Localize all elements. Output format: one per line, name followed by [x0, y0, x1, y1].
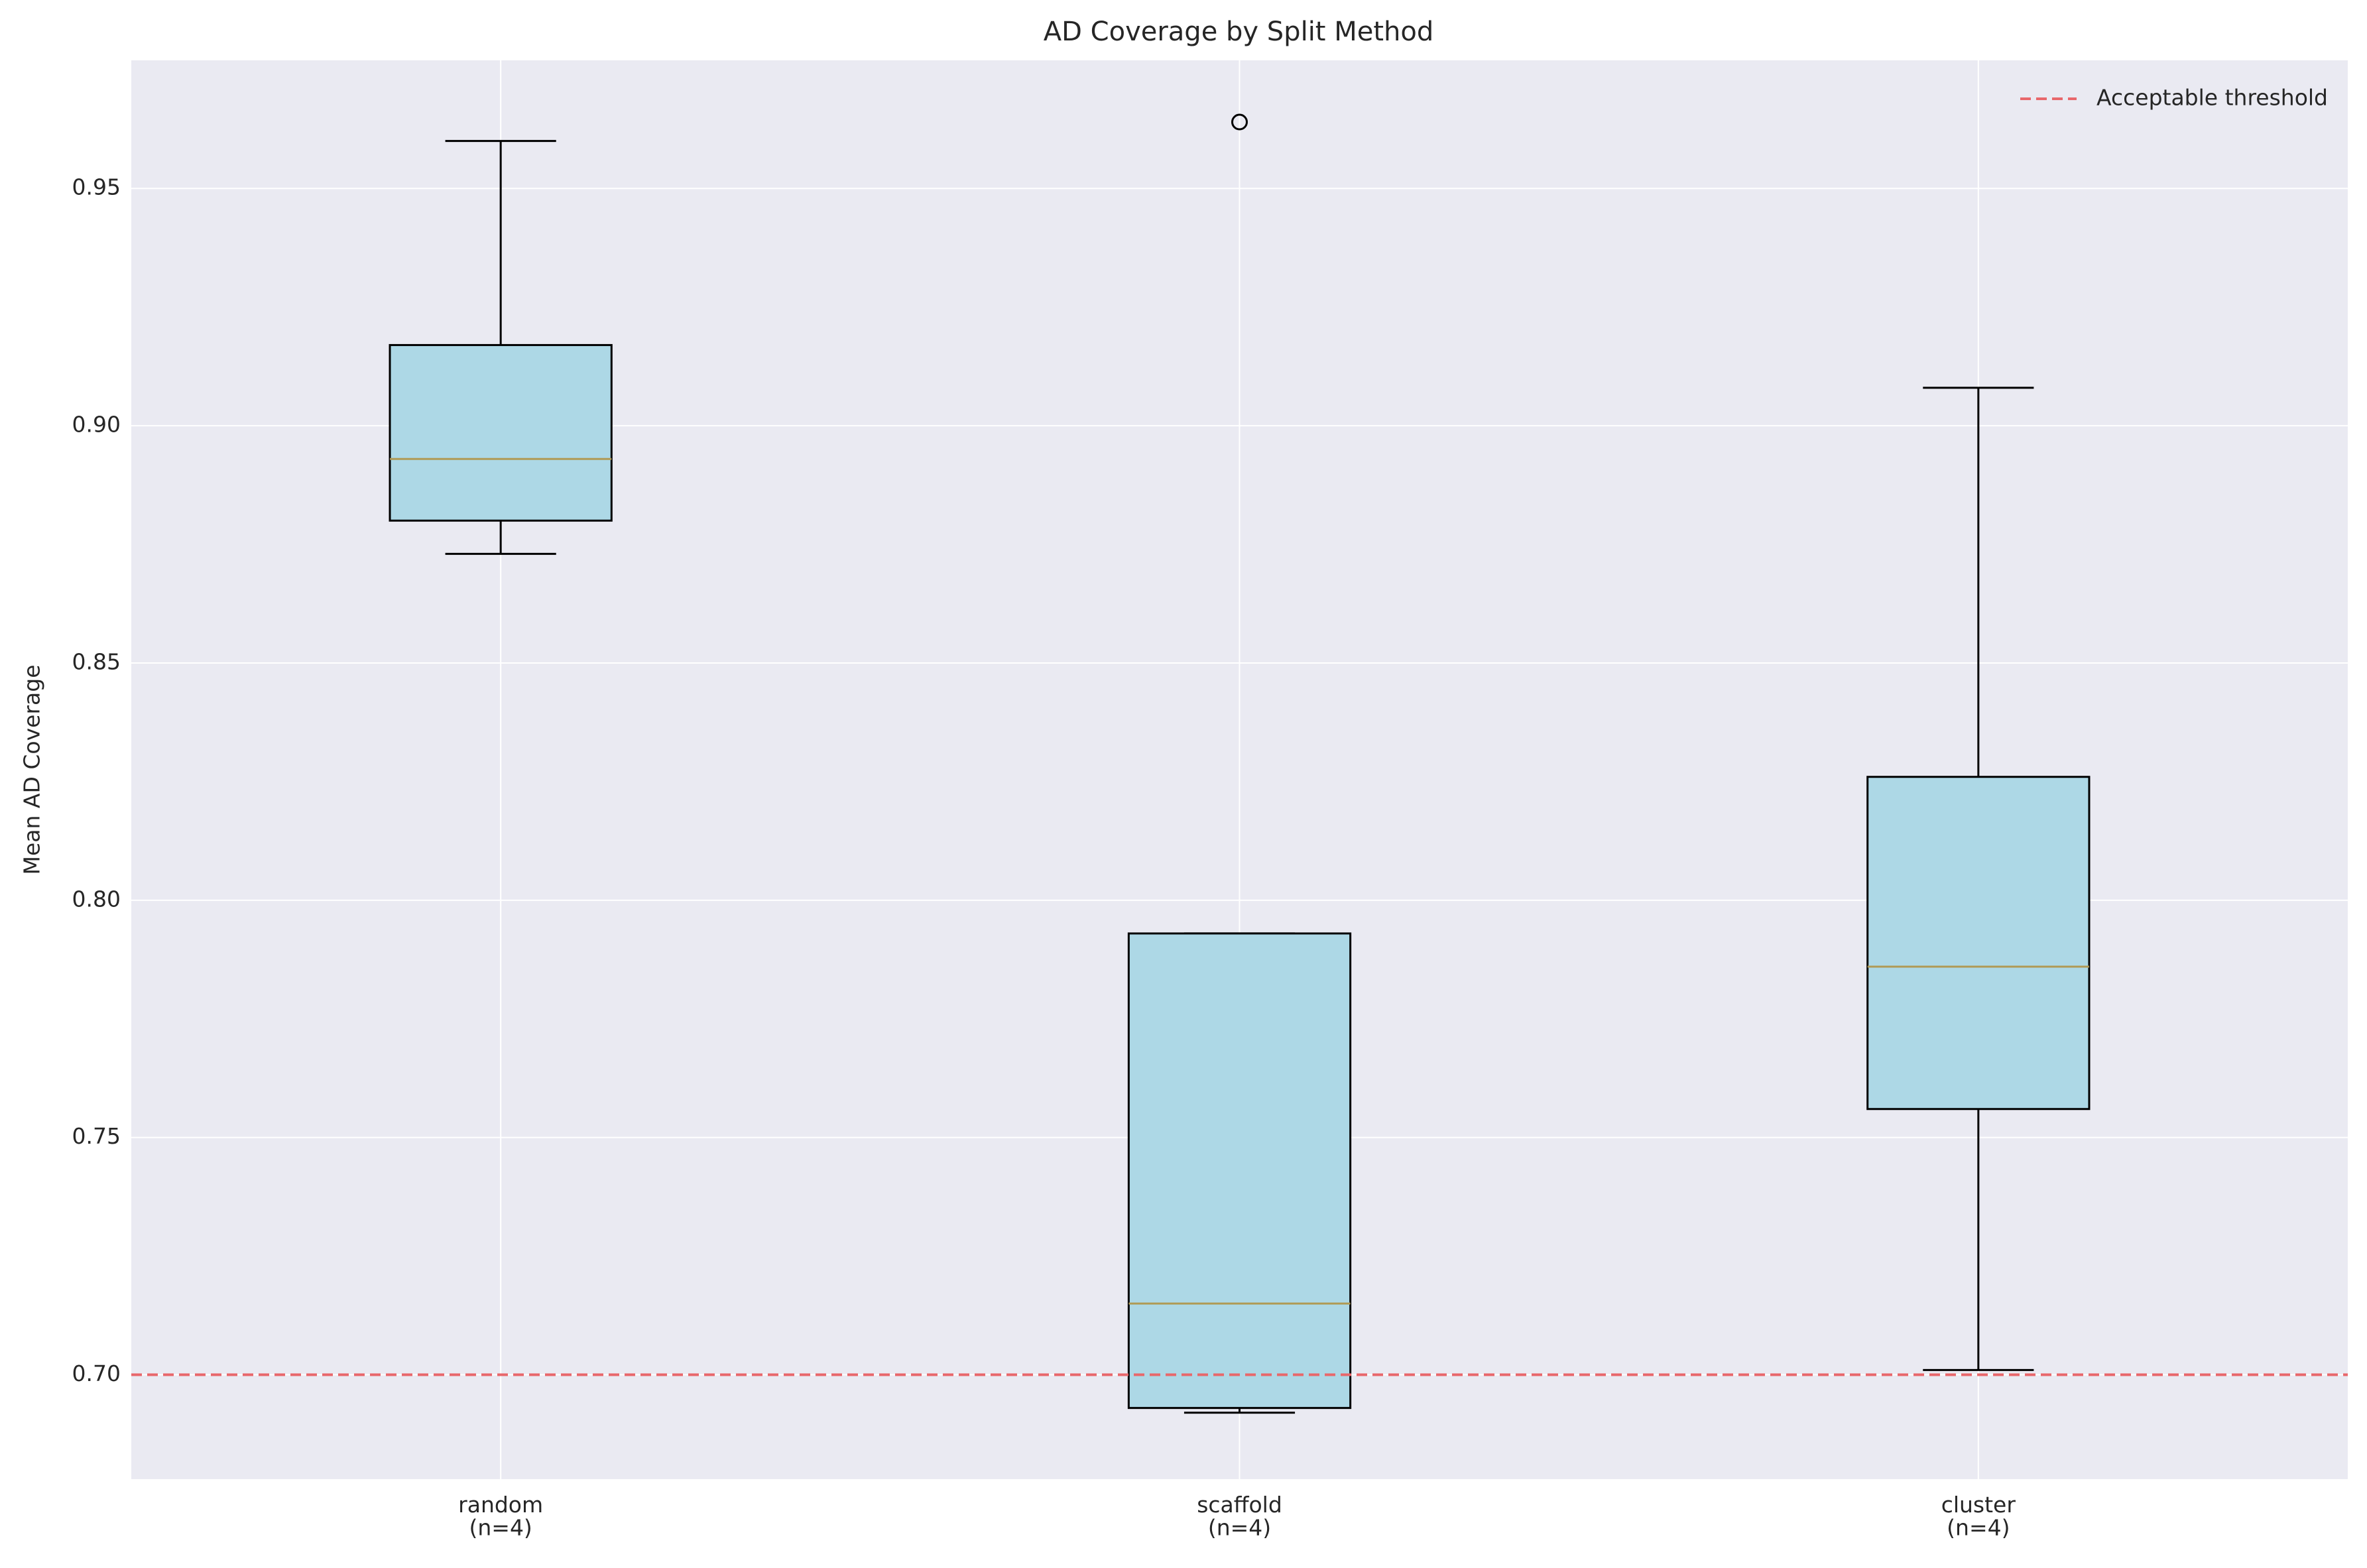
box: [1127, 932, 1352, 1410]
x-tick-label: random (n=4): [458, 1492, 543, 1541]
box: [389, 343, 613, 522]
y-tick-label: 0.95: [72, 174, 121, 200]
x-tick-label: scaffold (n=4): [1197, 1492, 1282, 1541]
y-axis-label: Mean AD Coverage: [19, 665, 45, 875]
y-tick-label: 0.80: [72, 886, 121, 912]
box: [1866, 776, 2091, 1111]
y-tick-label: 0.90: [72, 412, 121, 438]
y-tick-label: 0.70: [72, 1360, 121, 1386]
chart-title: AD Coverage by Split Method: [1044, 17, 1433, 47]
outlier: [1231, 113, 1248, 131]
y-tick-label: 0.75: [72, 1123, 121, 1149]
x-tick-label: cluster (n=4): [1941, 1492, 2016, 1541]
legend-label: Acceptable threshold: [2096, 85, 2328, 111]
y-tick-label: 0.85: [72, 648, 121, 674]
